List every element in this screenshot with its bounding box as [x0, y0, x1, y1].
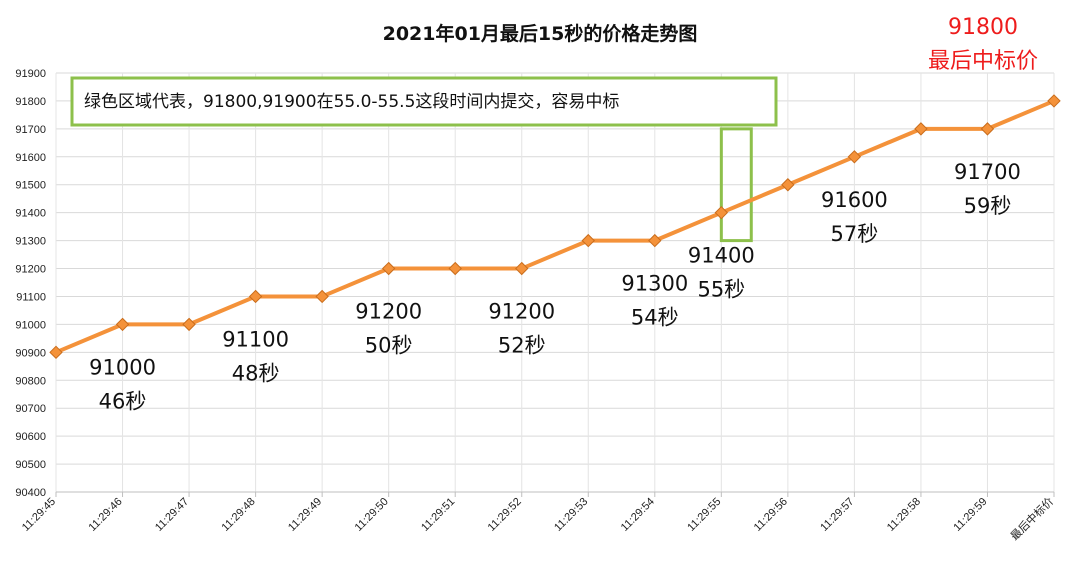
y-tick-label: 91400 — [15, 208, 46, 220]
annotation-price: 91400 — [688, 244, 755, 268]
y-tick-label: 91300 — [15, 236, 46, 248]
y-tick-label: 91600 — [15, 152, 46, 164]
annotation-seconds: 54秒 — [631, 306, 679, 330]
y-tick-label: 90600 — [15, 431, 46, 443]
annotation-seconds: 59秒 — [964, 194, 1012, 218]
y-tick-label: 91700 — [15, 124, 46, 136]
y-tick-label: 91200 — [15, 264, 46, 276]
y-tick-label: 91800 — [15, 96, 46, 108]
y-tick-label: 90800 — [15, 375, 46, 387]
annotation-price: 91600 — [821, 188, 888, 212]
y-tick-label: 91500 — [15, 180, 46, 192]
y-tick-label: 90900 — [15, 347, 46, 359]
annotation-price: 91200 — [488, 300, 555, 324]
chart-title: 2021年01月最后15秒的价格走势图 — [383, 22, 698, 45]
y-tick-label: 90400 — [15, 487, 46, 499]
annotation-seconds: 50秒 — [365, 334, 413, 358]
annotation-seconds: 55秒 — [697, 278, 745, 302]
y-tick-label: 91100 — [16, 291, 46, 303]
note-box: 绿色区域代表，91800,91900在55.0-55.5这段时间内提交，容易中标 — [72, 78, 776, 125]
y-tick-label: 91900 — [15, 68, 46, 80]
final-price-label: 最后中标价 — [928, 49, 1038, 74]
annotation-seconds: 57秒 — [831, 222, 879, 246]
y-tick-label: 90500 — [15, 459, 46, 471]
annotation-price: 91700 — [954, 160, 1021, 184]
annotation-price: 91300 — [621, 272, 688, 296]
annotation-seconds: 46秒 — [99, 389, 147, 413]
annotation-price: 91000 — [89, 355, 156, 379]
y-tick-label: 90700 — [15, 403, 46, 415]
note-text: 绿色区域代表，91800,91900在55.0-55.5这段时间内提交，容易中标 — [84, 92, 619, 112]
annotation-price: 91200 — [355, 300, 422, 324]
annotation-seconds: 48秒 — [232, 361, 280, 385]
final-price-value: 91800 — [948, 15, 1018, 40]
annotation-price: 91100 — [222, 327, 289, 351]
annotation-seconds: 52秒 — [498, 334, 546, 358]
y-tick-label: 91000 — [15, 319, 46, 331]
